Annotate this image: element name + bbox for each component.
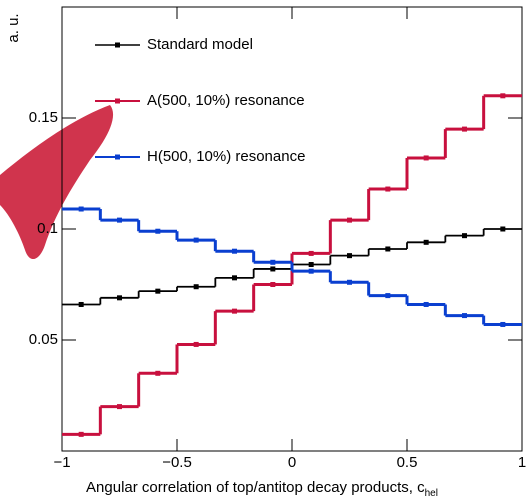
x-tick-label: 0.5 xyxy=(397,454,418,471)
bin-marker xyxy=(270,266,276,272)
bin-marker xyxy=(155,228,161,234)
bin-marker xyxy=(385,186,391,192)
x-tick-label: −1 xyxy=(53,454,70,471)
legend-label: A(500, 10%) resonance xyxy=(147,92,305,109)
legend-marker xyxy=(115,98,120,104)
x-tick-label: 1 xyxy=(518,454,526,471)
bin-marker xyxy=(462,313,467,319)
plot-frame xyxy=(61,6,523,452)
bin-marker xyxy=(270,282,276,287)
y-axis-label: a. u. xyxy=(5,13,22,42)
x-tick-label: 0 xyxy=(288,454,296,471)
x-axis-label-subscript: hel xyxy=(425,488,438,499)
legend-marker xyxy=(115,154,120,160)
bin-marker xyxy=(193,237,199,243)
bin-marker xyxy=(462,233,467,239)
y-tick-label: 0.1 xyxy=(37,220,58,237)
bin-marker xyxy=(423,155,429,161)
bin-marker xyxy=(385,293,391,299)
bin-marker xyxy=(193,341,199,347)
legend-label: H(500, 10%) resonance xyxy=(147,148,305,165)
bin-marker xyxy=(232,275,237,281)
bin-marker xyxy=(78,301,84,307)
legend-label: Standard model xyxy=(147,36,253,53)
bin-marker xyxy=(347,279,352,285)
bin-marker xyxy=(462,126,467,132)
bin-marker xyxy=(347,217,352,223)
bin-marker xyxy=(232,308,237,314)
bin-marker xyxy=(193,284,199,290)
bin-marker xyxy=(78,431,84,437)
x-axis-label-main: Angular correlation of top/antitop decay… xyxy=(86,479,425,496)
bin-marker xyxy=(155,288,161,294)
bin-marker xyxy=(155,370,161,376)
bin-marker xyxy=(78,206,84,212)
y-tick-label: 0.05 xyxy=(29,331,58,348)
x-axis-label: Angular correlation of top/antitop decay… xyxy=(86,479,438,499)
legend-marker xyxy=(115,42,120,48)
bin-marker xyxy=(500,321,506,327)
bin-marker xyxy=(270,259,276,265)
bin-marker xyxy=(385,246,391,252)
bin-marker xyxy=(117,217,122,223)
bin-marker xyxy=(423,301,429,307)
bin-marker xyxy=(232,248,237,254)
bin-marker xyxy=(500,93,506,99)
bin-marker xyxy=(347,253,352,259)
bin-marker xyxy=(117,404,122,410)
bin-marker xyxy=(423,239,429,245)
decoration xyxy=(0,105,114,260)
bin-marker xyxy=(308,268,314,274)
bin-marker xyxy=(308,262,314,268)
bin-marker xyxy=(117,295,122,301)
bin-marker xyxy=(500,226,506,232)
x-tick-label: −0.5 xyxy=(162,454,192,471)
y-tick-label: 0.15 xyxy=(29,109,58,126)
bin-marker xyxy=(308,250,314,256)
